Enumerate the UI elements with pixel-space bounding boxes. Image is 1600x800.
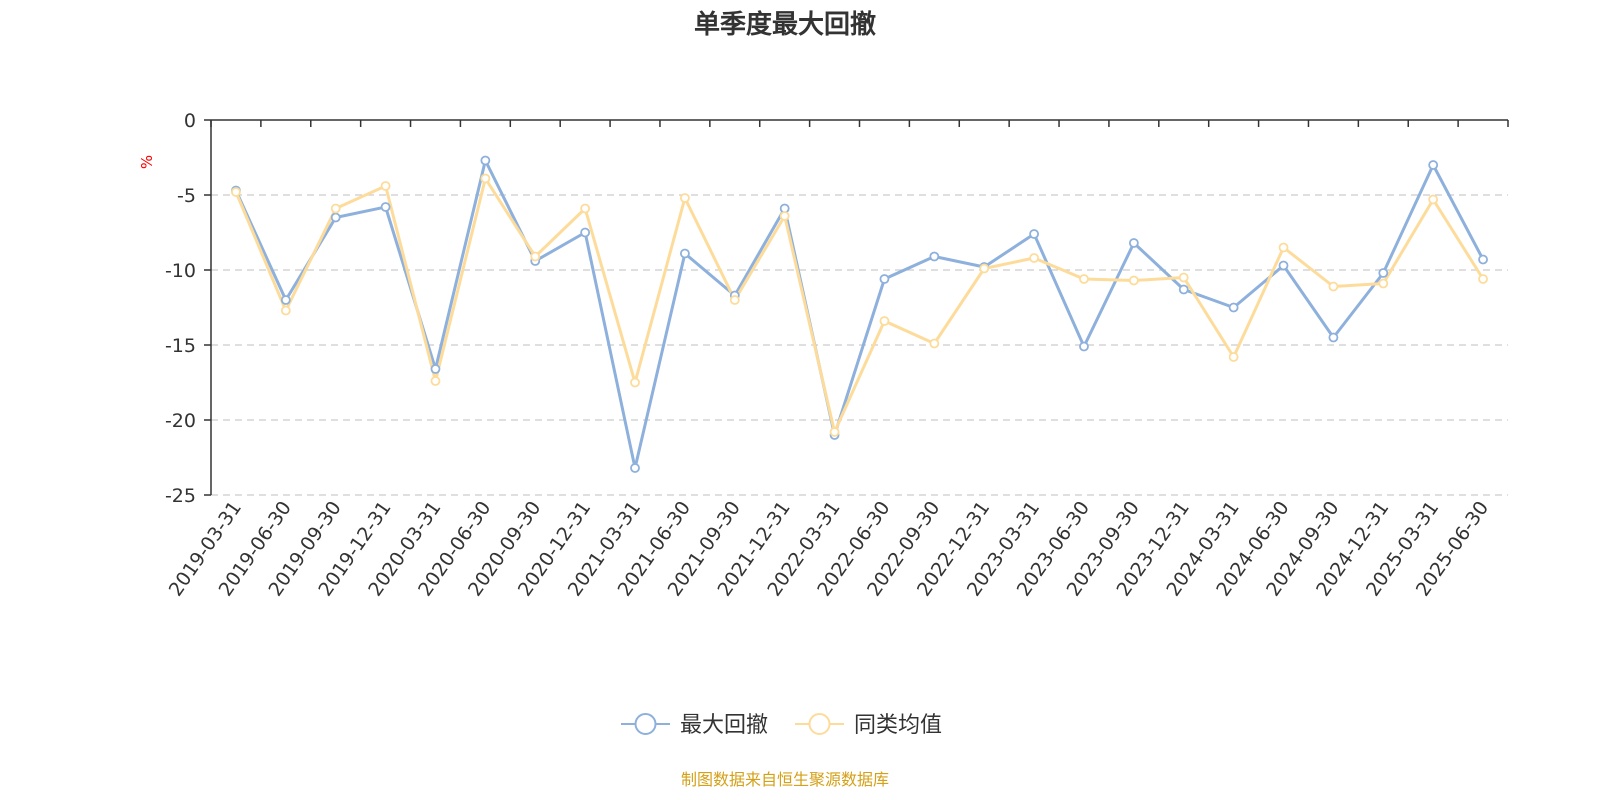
data-point-series-0[interactable] [380, 202, 391, 212]
data-point-series-1[interactable] [680, 193, 690, 203]
y-tick-label: -25 [165, 485, 196, 507]
legend-marker-max-drawdown [634, 713, 657, 735]
data-point-series-1[interactable] [1278, 242, 1289, 253]
data-point-series-1[interactable] [729, 295, 740, 305]
data-point-series-0[interactable] [280, 295, 291, 305]
data-point-series-1[interactable] [530, 251, 541, 262]
data-point-series-1[interactable] [1079, 274, 1089, 284]
data-point-series-1[interactable] [1228, 352, 1239, 362]
data-point-series-1[interactable] [480, 173, 491, 184]
series-line-1 [234, 177, 1485, 434]
data-point-series-0[interactable] [430, 364, 441, 374]
data-point-series-0[interactable] [1128, 238, 1139, 248]
data-point-series-1[interactable] [979, 263, 990, 274]
legend[interactable]: 最大回撤 同类均值 [621, 713, 942, 738]
data-point-series-0[interactable] [1178, 284, 1189, 295]
chart-title: 单季度最大回撤 [694, 9, 876, 40]
data-point-series-1[interactable] [1178, 272, 1189, 283]
data-point-series-1[interactable] [779, 211, 790, 221]
data-point-series-0[interactable] [1228, 302, 1239, 313]
data-point-series-0[interactable] [929, 251, 940, 262]
data-point-series-0[interactable] [680, 248, 690, 259]
data-point-series-1[interactable] [1428, 194, 1439, 205]
data-point-series-1[interactable] [231, 187, 241, 197]
series-lines [231, 155, 1488, 473]
data-point-series-1[interactable] [380, 181, 391, 191]
legend-item-peer-average[interactable]: 同类均值 [795, 713, 942, 738]
data-point-series-1[interactable] [580, 203, 591, 214]
legend-marker-peer-average [808, 713, 831, 735]
data-point-series-0[interactable] [330, 212, 341, 223]
data-point-series-1[interactable] [330, 203, 341, 214]
series-line-0 [234, 159, 1485, 470]
data-point-series-0[interactable] [1378, 268, 1389, 278]
data-source-note: 制图数据来自恒生聚源数据库 [681, 770, 889, 789]
data-point-series-1[interactable] [1029, 253, 1039, 263]
y-tick-label: -5 [177, 185, 196, 207]
legend-label-peer-average: 同类均值 [854, 713, 942, 738]
data-point-series-0[interactable] [580, 227, 591, 238]
data-point-series-1[interactable] [879, 316, 890, 326]
data-point-series-1[interactable] [430, 376, 441, 386]
data-point-series-0[interactable] [1328, 332, 1339, 343]
y-tick-label: -20 [165, 410, 196, 432]
grid-lines [211, 194, 1508, 496]
data-point-series-1[interactable] [1128, 275, 1139, 286]
data-point-series-1[interactable] [829, 427, 840, 437]
y-tick-label: -10 [165, 260, 196, 282]
data-point-series-0[interactable] [630, 463, 640, 473]
y-axis-unit-label: % [138, 155, 156, 169]
data-point-series-1[interactable] [1478, 274, 1488, 284]
data-point-series-1[interactable] [1328, 281, 1339, 292]
legend-label-max-drawdown: 最大回撤 [680, 713, 768, 738]
data-point-series-0[interactable] [1029, 229, 1039, 239]
data-point-series-0[interactable] [1428, 160, 1439, 170]
data-point-series-0[interactable] [480, 155, 491, 166]
data-point-series-0[interactable] [1278, 260, 1289, 271]
data-point-series-0[interactable] [879, 274, 890, 284]
data-point-series-0[interactable] [1079, 341, 1089, 352]
y-tick-label: 0 [184, 110, 196, 132]
legend-item-max-drawdown[interactable]: 最大回撤 [621, 713, 768, 738]
axes: 0-5-10-15-20-252019-03-312019-06-302019-… [165, 110, 1509, 600]
data-point-series-1[interactable] [1378, 278, 1389, 289]
y-tick-label: -15 [165, 335, 196, 357]
data-point-series-1[interactable] [280, 305, 291, 316]
data-point-series-0[interactable] [1478, 254, 1488, 265]
data-point-series-1[interactable] [929, 338, 940, 349]
data-point-series-1[interactable] [630, 377, 640, 388]
